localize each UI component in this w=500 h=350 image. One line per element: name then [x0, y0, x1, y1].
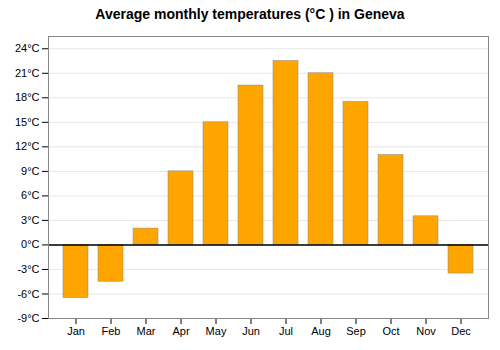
- svg-text:May: May: [206, 325, 227, 337]
- svg-text:Dec: Dec: [451, 325, 471, 337]
- html-text:Average monthly temperatures (: Average monthly temperatures (°C ) in Ge…: [95, 6, 405, 22]
- svg-text:24°C: 24°C: [15, 42, 40, 54]
- svg-text:-9°C: -9°C: [17, 312, 39, 324]
- svg-text:15°C: 15°C: [15, 116, 40, 128]
- svg-text:12°C: 12°C: [15, 140, 40, 152]
- svg-text:Jul: Jul: [279, 325, 293, 337]
- svg-text:Aug: Aug: [311, 325, 331, 337]
- svg-text:6°C: 6°C: [21, 189, 40, 201]
- svg-text:-3°C: -3°C: [17, 263, 39, 275]
- svg-text:Jun: Jun: [242, 325, 260, 337]
- svg-text:Nov: Nov: [416, 325, 436, 337]
- svg-text:Apr: Apr: [172, 325, 189, 337]
- svg-text:-6°C: -6°C: [17, 287, 39, 299]
- svg-text:18°C: 18°C: [15, 91, 40, 103]
- svg-text:9°C: 9°C: [21, 165, 40, 177]
- svg-text:0°C: 0°C: [21, 238, 40, 250]
- svg-text:21°C: 21°C: [15, 67, 40, 79]
- svg-text:Mar: Mar: [137, 325, 156, 337]
- svg-text:Jan: Jan: [67, 325, 85, 337]
- svg-text:Sep: Sep: [346, 325, 366, 337]
- svg-text:Feb: Feb: [102, 325, 121, 337]
- svg-text:Oct: Oct: [382, 325, 399, 337]
- svg-text:3°C: 3°C: [21, 214, 40, 226]
